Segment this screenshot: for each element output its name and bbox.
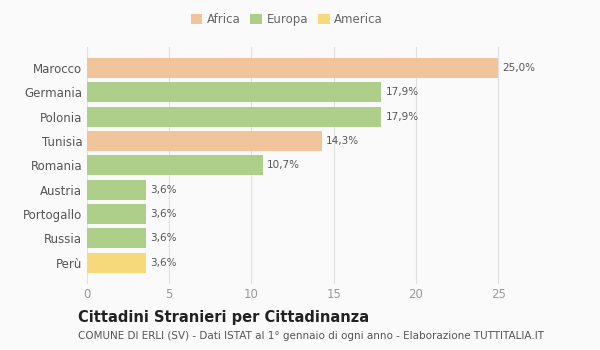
Text: 14,3%: 14,3% (326, 136, 359, 146)
Bar (87, 204, 146, 224)
Text: 10,7%: 10,7% (267, 160, 300, 170)
Text: 3,6%: 3,6% (151, 233, 177, 244)
Bar (87, 229, 146, 248)
Text: 3,6%: 3,6% (151, 209, 177, 219)
Text: 17,9%: 17,9% (385, 112, 419, 122)
Bar (87, 107, 382, 127)
Text: 3,6%: 3,6% (151, 185, 177, 195)
Text: Cittadini Stranieri per Cittadinanza: Cittadini Stranieri per Cittadinanza (78, 310, 369, 325)
Bar (87, 155, 263, 175)
Legend: Africa, Europa, America: Africa, Europa, America (188, 10, 385, 28)
Bar (87, 180, 146, 200)
Bar (87, 253, 146, 273)
Text: 17,9%: 17,9% (385, 87, 419, 97)
Text: 3,6%: 3,6% (151, 258, 177, 268)
Text: COMUNE DI ERLI (SV) - Dati ISTAT al 1° gennaio di ogni anno - Elaborazione TUTTI: COMUNE DI ERLI (SV) - Dati ISTAT al 1° g… (78, 331, 544, 341)
Bar (87, 58, 498, 78)
Text: 25,0%: 25,0% (502, 63, 535, 73)
Bar (87, 82, 382, 102)
Bar (87, 131, 322, 151)
